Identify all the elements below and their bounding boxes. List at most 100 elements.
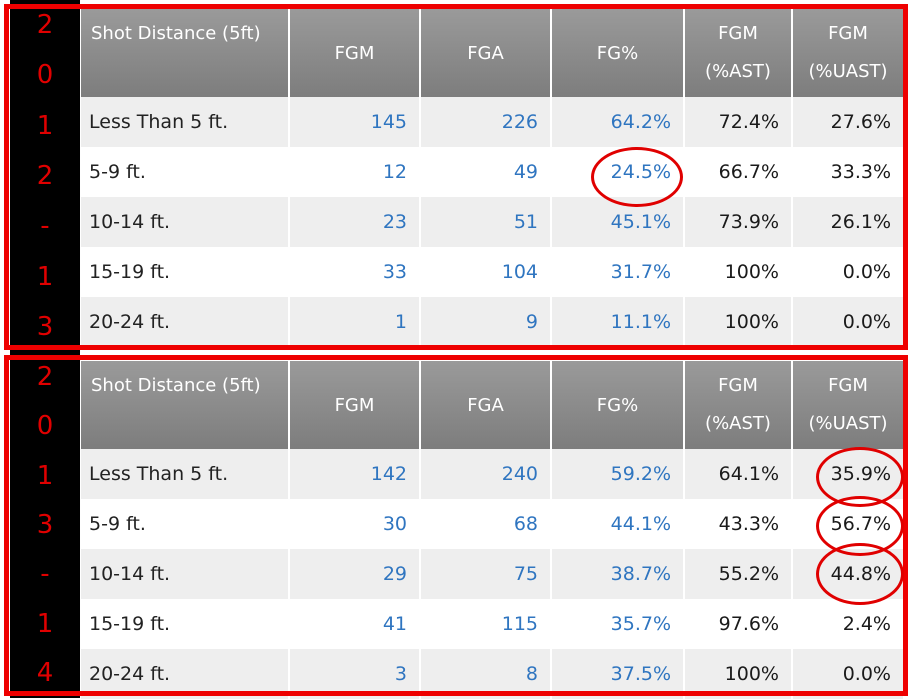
header-fgm-ast[interactable]: FGM (%AST) <box>684 9 793 97</box>
cell-fga[interactable]: 8 <box>420 649 552 699</box>
season-char: 3 <box>36 311 54 342</box>
cell-fgm[interactable]: 1 <box>289 297 421 347</box>
cell-fg-pct[interactable]: 64.2% <box>551 97 685 147</box>
table-row: 15-19 ft. 41 115 35.7% 97.6% 2.4% <box>81 599 905 649</box>
season-label: 2 0 1 3 - 1 4 <box>10 352 80 698</box>
cell-fga[interactable]: 115 <box>420 599 552 649</box>
table-row: 5-9 ft. 30 68 44.1% 43.3% 56.7% <box>81 499 905 549</box>
header-fgm[interactable]: FGM <box>289 9 421 97</box>
cell-fgm-ast: 72.4% <box>684 97 793 147</box>
header-fgm-ast[interactable]: FGM (%AST) <box>684 361 793 449</box>
table-row: Less Than 5 ft. 145 226 64.2% 72.4% 27.6… <box>81 97 905 147</box>
season-char: 0 <box>36 60 54 91</box>
table-row: Less Than 5 ft. 142 240 59.2% 64.1% 35.9… <box>81 449 905 499</box>
cell-fgm[interactable]: 29 <box>289 549 421 599</box>
season-char: 1 <box>36 460 54 491</box>
season-label: 2 0 1 2 - 1 3 <box>10 0 80 352</box>
header-fgm-uast[interactable]: FGM (%UAST) <box>792 9 905 97</box>
header-fgm-uast[interactable]: FGM (%UAST) <box>792 361 905 449</box>
cell-fgm-uast: 56.7% <box>792 499 905 549</box>
cell-fga[interactable]: 9 <box>420 297 552 347</box>
season-char: 2 <box>36 160 54 191</box>
season-char: 2 <box>36 361 54 392</box>
cell-fgm-ast: 100% <box>684 297 793 347</box>
cell-fgm-uast: 0.0% <box>792 297 905 347</box>
header-fg-pct[interactable]: FG% <box>551 9 685 97</box>
season-char: 4 <box>36 658 54 689</box>
table-header: Shot Distance (5ft) FGM FGA FG% FGM (%AST… <box>81 9 905 97</box>
cell-fg-pct[interactable]: 11.1% <box>551 297 685 347</box>
header-fg-pct[interactable]: FG% <box>551 361 685 449</box>
cell-fga[interactable]: 104 <box>420 247 552 297</box>
table-row: 20-24 ft. 1 9 11.1% 100% 0.0% <box>81 297 905 347</box>
cell-fgm-ast: 43.3% <box>684 499 793 549</box>
cell-fgm[interactable]: 12 <box>289 147 421 197</box>
shot-distance-table: Shot Distance (5ft) FGM FGA FG% FGM (%AST… <box>81 361 905 699</box>
cell-fg-pct[interactable]: 38.7% <box>551 549 685 599</box>
cell-fgm-ast: 97.6% <box>684 599 793 649</box>
shot-distance-table: Shot Distance (5ft) FGM FGA FG% FGM (%AST… <box>81 9 905 347</box>
cell-fgm-uast: 0.0% <box>792 247 905 297</box>
season-char: 0 <box>36 411 54 442</box>
cell-fgm-ast: 64.1% <box>684 449 793 499</box>
cell-fgm[interactable]: 33 <box>289 247 421 297</box>
season-char: 3 <box>36 509 54 540</box>
cell-distance: Less Than 5 ft. <box>81 449 290 499</box>
cell-fga[interactable]: 75 <box>420 549 552 599</box>
table-header: Shot Distance (5ft) FGM FGA FG% FGM (%AST… <box>81 361 905 449</box>
header-fgm[interactable]: FGM <box>289 361 421 449</box>
cell-fg-pct[interactable]: 35.7% <box>551 599 685 649</box>
cell-distance: 15-19 ft. <box>81 599 290 649</box>
cell-distance: 15-19 ft. <box>81 247 290 297</box>
season-char: - <box>40 211 50 242</box>
cell-fg-pct[interactable]: 31.7% <box>551 247 685 297</box>
cell-fga[interactable]: 68 <box>420 499 552 549</box>
cell-fgm[interactable]: 142 <box>289 449 421 499</box>
cell-fg-pct[interactable]: 24.5% <box>551 147 685 197</box>
table-row: 15-19 ft. 33 104 31.7% 100% 0.0% <box>81 247 905 297</box>
cell-fgm-ast: 73.9% <box>684 197 793 247</box>
cell-fgm-uast: 2.4% <box>792 599 905 649</box>
cell-fgm-uast: 27.6% <box>792 97 905 147</box>
header-shot-distance[interactable]: Shot Distance (5ft) <box>81 361 290 449</box>
cell-fg-pct[interactable]: 44.1% <box>551 499 685 549</box>
cell-fg-pct[interactable]: 45.1% <box>551 197 685 247</box>
season-char: 2 <box>36 10 54 41</box>
header-fga[interactable]: FGA <box>420 9 552 97</box>
cell-fga[interactable]: 51 <box>420 197 552 247</box>
cell-fgm[interactable]: 145 <box>289 97 421 147</box>
season-char: 1 <box>36 608 54 639</box>
cell-fga[interactable]: 240 <box>420 449 552 499</box>
cell-fg-pct[interactable]: 59.2% <box>551 449 685 499</box>
cell-fgm-ast: 100% <box>684 247 793 297</box>
cell-distance: 5-9 ft. <box>81 147 290 197</box>
cell-fgm-ast: 55.2% <box>684 549 793 599</box>
table-row: 10-14 ft. 29 75 38.7% 55.2% 44.8% <box>81 549 905 599</box>
cell-fgm[interactable]: 41 <box>289 599 421 649</box>
cell-fgm-uast: 33.3% <box>792 147 905 197</box>
cell-fg-pct[interactable]: 37.5% <box>551 649 685 699</box>
cell-distance: 5-9 ft. <box>81 499 290 549</box>
table-row: 20-24 ft. 3 8 37.5% 100% 0.0% <box>81 649 905 699</box>
season-panel-2012-13: 2 0 1 2 - 1 3 Shot Distance (5ft) FGM FG… <box>4 0 908 352</box>
cell-fgm-ast: 100% <box>684 649 793 699</box>
cell-fga[interactable]: 226 <box>420 97 552 147</box>
table-row: 5-9 ft. 12 49 24.5% 66.7% 33.3% <box>81 147 905 197</box>
cell-distance: 20-24 ft. <box>81 297 290 347</box>
cell-distance: 10-14 ft. <box>81 197 290 247</box>
table-row: 10-14 ft. 23 51 45.1% 73.9% 26.1% <box>81 197 905 247</box>
cell-distance: 20-24 ft. <box>81 649 290 699</box>
cell-fgm[interactable]: 23 <box>289 197 421 247</box>
cell-fgm-uast: 0.0% <box>792 649 905 699</box>
header-shot-distance[interactable]: Shot Distance (5ft) <box>81 9 290 97</box>
cell-fgm-ast: 66.7% <box>684 147 793 197</box>
cell-fga[interactable]: 49 <box>420 147 552 197</box>
cell-distance: Less Than 5 ft. <box>81 97 290 147</box>
cell-fgm-uast: 35.9% <box>792 449 905 499</box>
cell-distance: 10-14 ft. <box>81 549 290 599</box>
season-char: 1 <box>36 261 54 292</box>
cell-fgm[interactable]: 30 <box>289 499 421 549</box>
header-fga[interactable]: FGA <box>420 361 552 449</box>
cell-fgm[interactable]: 3 <box>289 649 421 699</box>
season-char: - <box>40 559 50 590</box>
